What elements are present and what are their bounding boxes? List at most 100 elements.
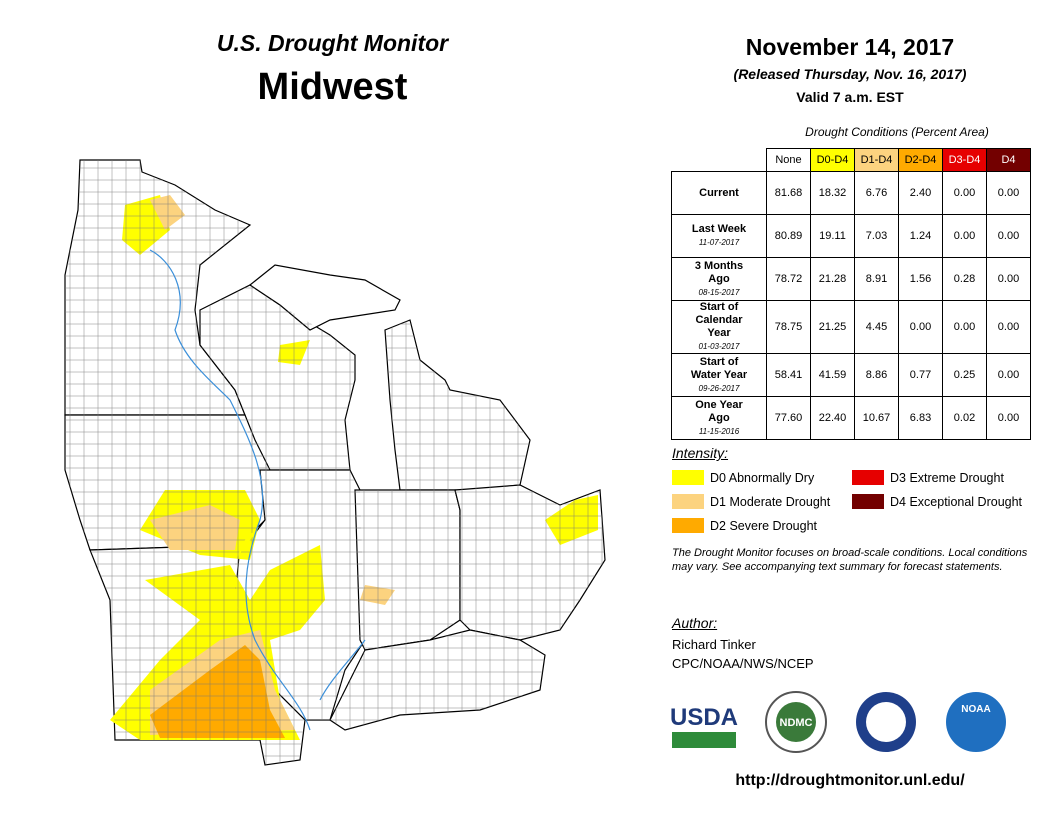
cell: 0.77 [898, 353, 943, 397]
column-header: D1-D4 [854, 148, 899, 172]
legend-item: D1 Moderate Drought [672, 494, 830, 509]
rivers [149, 249, 366, 731]
table-caption: Drought Conditions (Percent Area) [805, 125, 989, 139]
legend-swatch [672, 494, 704, 509]
table-row: Start of Water Year 09-26-2017 58.41 41.59 8… [671, 353, 1031, 397]
header-row: None D0-D4 D1-D4 D2-D4 D3-D4 D4 [672, 148, 1031, 172]
note: The Drought Monitor focuses on broad-sca… [672, 547, 1028, 573]
cell: 80.89 [766, 214, 811, 258]
cell: 41.59 [810, 353, 855, 397]
cell: 6.83 [898, 396, 943, 440]
cell: 1.56 [898, 257, 943, 301]
logo-circle [946, 692, 1006, 752]
row-label-text: Current [699, 186, 739, 199]
row-label: 3 Months Ago 08-15-2017 [671, 257, 767, 301]
map [64, 159, 606, 766]
column-header: D3-D4 [942, 148, 987, 172]
logos: USDA NDMC NOAA [670, 691, 1006, 753]
cell: 19.11 [810, 214, 855, 258]
logo-circle [866, 702, 906, 742]
legend-title: Intensity: [672, 445, 729, 461]
cell: 10.67 [854, 396, 899, 440]
logo-stripe [672, 732, 736, 748]
cell: 4.45 [854, 300, 899, 354]
valid: Valid 7 a.m. EST [796, 89, 904, 105]
legend-label: D1 Moderate Drought [710, 494, 831, 509]
table-row: Current 81.68 18.32 6.76 2.40 0.00 0.00 [671, 171, 1031, 215]
legend-label: D3 Extreme Drought [890, 470, 1004, 485]
cell: 0.02 [942, 396, 987, 440]
blank-cell [672, 149, 767, 172]
cell: 78.72 [766, 257, 811, 301]
cell: 0.00 [986, 171, 1031, 215]
row-date: 01-03-2017 [698, 342, 740, 351]
table-row: Start of Calendar Year 01-03-2017 78.75 21.… [671, 300, 1031, 354]
cell: 6.76 [854, 171, 899, 215]
cell: 0.00 [942, 214, 987, 258]
row-label: Start of Water Year 09-26-2017 [671, 353, 767, 397]
row-label: Current [671, 171, 767, 215]
row-date: 11-15-2016 [698, 426, 740, 436]
legend-item: D0 Abnormally Dry [672, 470, 814, 485]
legend-swatch [672, 518, 704, 533]
cell: 8.91 [854, 257, 899, 301]
row-label-text: 3 Months Ago [694, 259, 744, 285]
cell: 2.40 [898, 171, 943, 215]
conditions-table: None D0-D4 D1-D4 D2-D4 D3-D4 D4 Current 81.68 18… [671, 148, 1031, 440]
column-header: D2-D4 [898, 148, 943, 172]
table-row: 3 Months Ago 08-15-2017 78.72 21.28 8.91 1.56… [671, 257, 1031, 301]
cell: 1.24 [898, 214, 943, 258]
row-label: Last Week 11-07-2017 [671, 214, 767, 258]
county-lines [65, 160, 605, 765]
row-date: 11-07-2017 [698, 238, 740, 247]
legend-swatch [852, 494, 884, 509]
author-org: CPC/NOAA/NWS/NCEP [672, 656, 814, 671]
cell: 18.32 [810, 171, 855, 215]
row-date: 08-15-2017 [698, 287, 740, 297]
cell: 21.28 [810, 257, 855, 301]
cell: 8.86 [854, 353, 899, 397]
cell: 0.00 [986, 396, 1031, 440]
row-label-text: Start of Water Year [690, 355, 748, 381]
row-label: One Year Ago 11-15-2016 [671, 396, 767, 440]
author-name: Richard Tinker [672, 637, 756, 652]
cell: 0.00 [986, 300, 1031, 354]
url: http://droughtmonitor.unl.edu/ [735, 772, 965, 789]
column-header: D4 [986, 148, 1031, 172]
column-header: None [766, 148, 811, 172]
table-row: Last Week 11-07-2017 80.89 19.11 7.03 1.24 0.0… [671, 214, 1031, 258]
logo-text: NOAA [961, 704, 990, 715]
legend-item: D4 Exceptional Drought [852, 494, 1022, 509]
region: Midwest [257, 66, 408, 108]
cell: 0.00 [986, 214, 1031, 258]
cell: 0.00 [898, 300, 943, 354]
author-title: Author: [672, 615, 718, 631]
cell: 0.00 [986, 353, 1031, 397]
cell: 0.00 [942, 171, 987, 215]
row-date: 09-26-2017 [698, 383, 740, 393]
legend-label: D0 Abnormally Dry [710, 470, 815, 485]
cell: 77.60 [766, 396, 811, 440]
legend-swatch [672, 470, 704, 485]
row-label-text: Start of Calendar Year [695, 301, 743, 339]
cell: 78.75 [766, 300, 811, 354]
legend-item: D2 Severe Drought [672, 518, 817, 533]
column-header: D0-D4 [810, 148, 855, 172]
row-label-text: Last Week [691, 223, 747, 235]
cell: 22.40 [810, 396, 855, 440]
row-label-text: One Year Ago [695, 398, 743, 424]
cell: 0.28 [942, 257, 987, 301]
table-row: One Year Ago 11-15-2016 77.60 22.40 10.67 6.8… [671, 396, 1031, 440]
cell: 0.25 [942, 353, 987, 397]
legend-label: D2 Severe Drought [710, 518, 818, 533]
logo-text: NDMC [780, 717, 813, 729]
logo-circle [776, 702, 816, 742]
legend-item: D3 Extreme Drought [852, 470, 1004, 485]
cell: 21.25 [810, 300, 855, 354]
released: (Released Thursday, Nov. 16, 2017) [733, 66, 967, 82]
logo-text: USDA [670, 704, 738, 731]
legend-swatch [852, 470, 884, 485]
cell: 81.68 [766, 171, 811, 215]
date: November 14, 2017 [745, 34, 955, 60]
